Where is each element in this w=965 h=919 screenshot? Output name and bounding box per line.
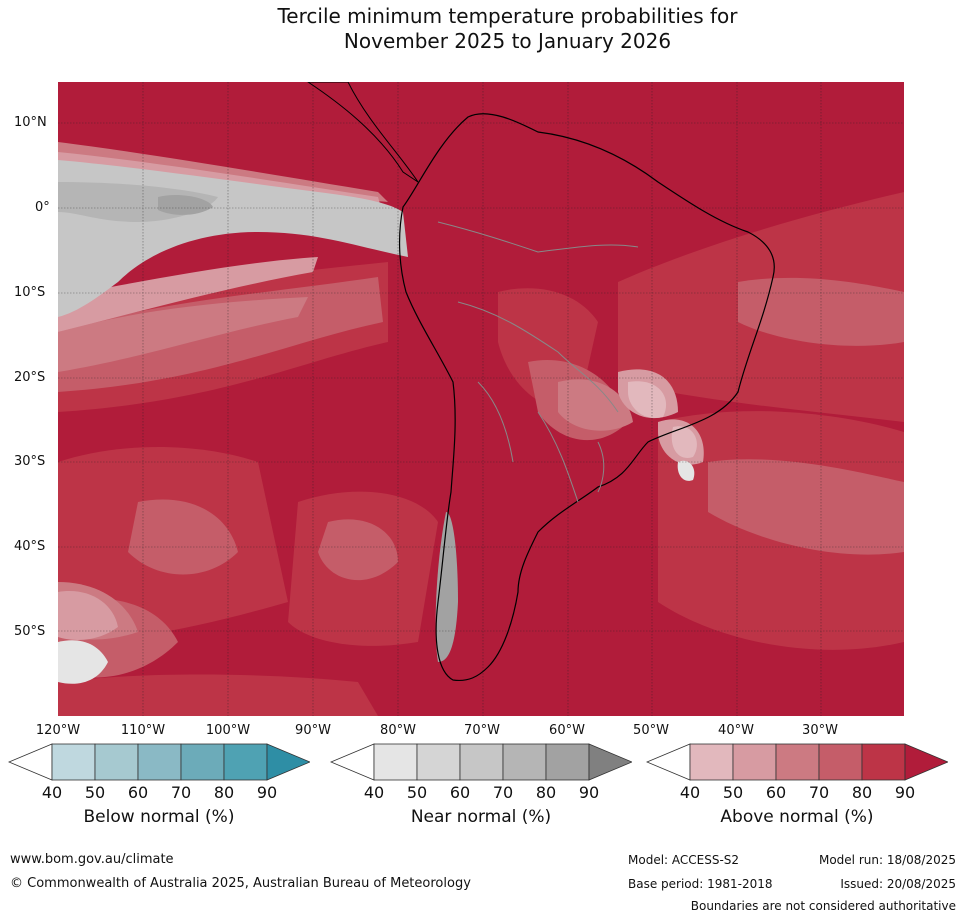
tick-label: 40: [41, 783, 63, 802]
lat-label-10s: 10°S: [14, 285, 46, 300]
tick-label: 90: [256, 783, 278, 802]
lon-label-40w: 40°W: [718, 723, 754, 738]
lat-label-0: 0°: [35, 200, 50, 215]
model-run-text: Model run: 18/08/2025: [818, 853, 956, 867]
tick-label: 60: [449, 783, 471, 802]
probability-map: [58, 82, 904, 716]
title-line-2: November 2025 to January 2026: [343, 29, 672, 53]
lon-label-50w: 50°W: [633, 723, 669, 738]
lat-label-10n: 10°N: [14, 115, 47, 130]
colorbar-segment: [416, 743, 461, 781]
tick-label: 40: [363, 783, 385, 802]
tick-label: 50: [722, 783, 744, 802]
colorbar-above-normal: [646, 743, 948, 781]
model-text: Model: ACCESS-S2: [628, 853, 740, 867]
colorbar-segment: [732, 743, 777, 781]
disclaimer-text: Boundaries are not considered authoritat…: [690, 899, 956, 913]
colorbar-above-label: Above normal (%): [720, 807, 874, 827]
colorbar-segment: [51, 743, 96, 781]
colorbar-segment: [818, 743, 863, 781]
colorbar-below-label: Below normal (%): [83, 807, 235, 827]
colorbar-extend-high: [266, 743, 310, 781]
lon-label-80w: 80°W: [380, 723, 416, 738]
colorbar-near-label: Near normal (%): [410, 807, 552, 827]
colorbar-segment: [459, 743, 504, 781]
colorbar-segment: [502, 743, 547, 781]
website-link[interactable]: www.bom.gov.au/climate: [10, 852, 174, 867]
tick-label: 50: [406, 783, 428, 802]
colorbar-segment: [861, 743, 906, 781]
lon-label-60w: 60°W: [549, 723, 585, 738]
tick-label: 80: [535, 783, 557, 802]
tick-label: 90: [578, 783, 600, 802]
tick-label: 60: [127, 783, 149, 802]
tick-label: 90: [894, 783, 916, 802]
colorbar-segment: [373, 743, 418, 781]
tick-label: 70: [170, 783, 192, 802]
tick-label: 50: [84, 783, 106, 802]
lat-label-40s: 40°S: [14, 539, 46, 554]
tick-label: 80: [851, 783, 873, 802]
lon-label-120w: 120°W: [35, 723, 81, 738]
lat-label-30s: 30°S: [14, 454, 46, 469]
colorbar-extend-high: [904, 743, 948, 781]
colorbar-segment: [180, 743, 225, 781]
tick-label: 60: [765, 783, 787, 802]
title-line-1: Tercile minimum temperature probabilitie…: [277, 4, 738, 28]
colorbar-extend-low: [646, 743, 691, 781]
colorbar-segment: [223, 743, 268, 781]
lon-label-90w: 90°W: [295, 723, 331, 738]
colorbar-segment: [545, 743, 590, 781]
colorbar-near-normal: [330, 743, 632, 781]
map-canvas: [58, 82, 904, 716]
colorbar-segment: [689, 743, 734, 781]
lon-label-110w: 110°W: [120, 723, 166, 738]
tick-label: 70: [492, 783, 514, 802]
lon-label-70w: 70°W: [464, 723, 500, 738]
colorbar-segment: [137, 743, 182, 781]
colorbar-below-normal: [8, 743, 310, 781]
copyright-text: © Commonwealth of Australia 2025, Austra…: [10, 876, 471, 891]
colorbar-extend-low: [8, 743, 53, 781]
tick-label: 40: [679, 783, 701, 802]
base-period-text: Base period: 1981-2018: [628, 877, 773, 891]
lat-label-20s: 20°S: [14, 370, 46, 385]
colorbar-segment: [775, 743, 820, 781]
colorbar-segment: [94, 743, 139, 781]
colorbar-extend-low: [330, 743, 375, 781]
lat-label-50s: 50°S: [14, 624, 46, 639]
tick-label: 70: [808, 783, 830, 802]
map-title: Tercile minimum temperature probabilitie…: [0, 4, 965, 54]
colorbar-extend-high: [588, 743, 632, 781]
lon-label-100w: 100°W: [205, 723, 251, 738]
lon-label-30w: 30°W: [802, 723, 838, 738]
tick-label: 80: [213, 783, 235, 802]
issued-text: Issued: 20/08/2025: [840, 877, 956, 891]
